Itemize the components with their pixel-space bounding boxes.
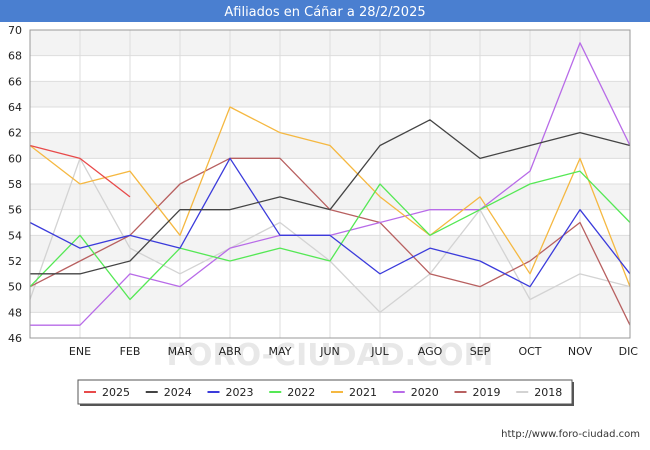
legend-label-2023: 2023 bbox=[226, 386, 254, 399]
x-tick-label: OCT bbox=[518, 345, 541, 358]
x-tick-label: MAY bbox=[269, 345, 292, 358]
legend-label-2024: 2024 bbox=[164, 386, 192, 399]
y-tick-label: 70 bbox=[8, 24, 22, 37]
y-tick-label: 64 bbox=[8, 101, 22, 114]
legend-label-2025: 2025 bbox=[102, 386, 130, 399]
line-chart: Afiliados en Cáñar a 28/2/2025 FORO-CIUD… bbox=[0, 0, 650, 450]
x-tick-label: JUL bbox=[370, 345, 389, 358]
y-tick-label: 60 bbox=[8, 152, 22, 165]
y-tick-label: 68 bbox=[8, 50, 22, 63]
y-tick-label: 52 bbox=[8, 255, 22, 268]
legend-label-2019: 2019 bbox=[473, 386, 501, 399]
y-tick-label: 48 bbox=[8, 306, 22, 319]
x-tick-label: SEP bbox=[470, 345, 491, 358]
legend-label-2018: 2018 bbox=[534, 386, 562, 399]
x-tick-label: NOV bbox=[568, 345, 593, 358]
legend: 2025 2024 2023 2022 2021 2020 2019 2018 bbox=[78, 380, 574, 406]
y-tick-label: 46 bbox=[8, 332, 22, 345]
x-tick-label: JUN bbox=[319, 345, 340, 358]
x-tick-label: DIC bbox=[619, 345, 639, 358]
x-tick-label: ABR bbox=[219, 345, 242, 358]
x-tick-label: FEB bbox=[120, 345, 141, 358]
y-tick-label: 62 bbox=[8, 127, 22, 140]
y-tick-label: 58 bbox=[8, 178, 22, 191]
x-tick-label: ENE bbox=[69, 345, 91, 358]
chart-root: Afiliados en Cáñar a 28/2/2025 FORO-CIUD… bbox=[0, 0, 650, 450]
chart-title: Afiliados en Cáñar a 28/2/2025 bbox=[224, 5, 425, 20]
x-tick-label: AGO bbox=[418, 345, 443, 358]
legend-label-2020: 2020 bbox=[411, 386, 439, 399]
x-tick-label: MAR bbox=[168, 345, 193, 358]
y-tick-label: 54 bbox=[8, 229, 22, 242]
y-tick-label: 66 bbox=[8, 75, 22, 88]
source-url: http://www.foro-ciudad.com bbox=[501, 429, 640, 440]
y-tick-label: 56 bbox=[8, 204, 22, 217]
y-tick-label: 50 bbox=[8, 281, 22, 294]
legend-label-2021: 2021 bbox=[349, 386, 377, 399]
legend-label-2022: 2022 bbox=[287, 386, 315, 399]
